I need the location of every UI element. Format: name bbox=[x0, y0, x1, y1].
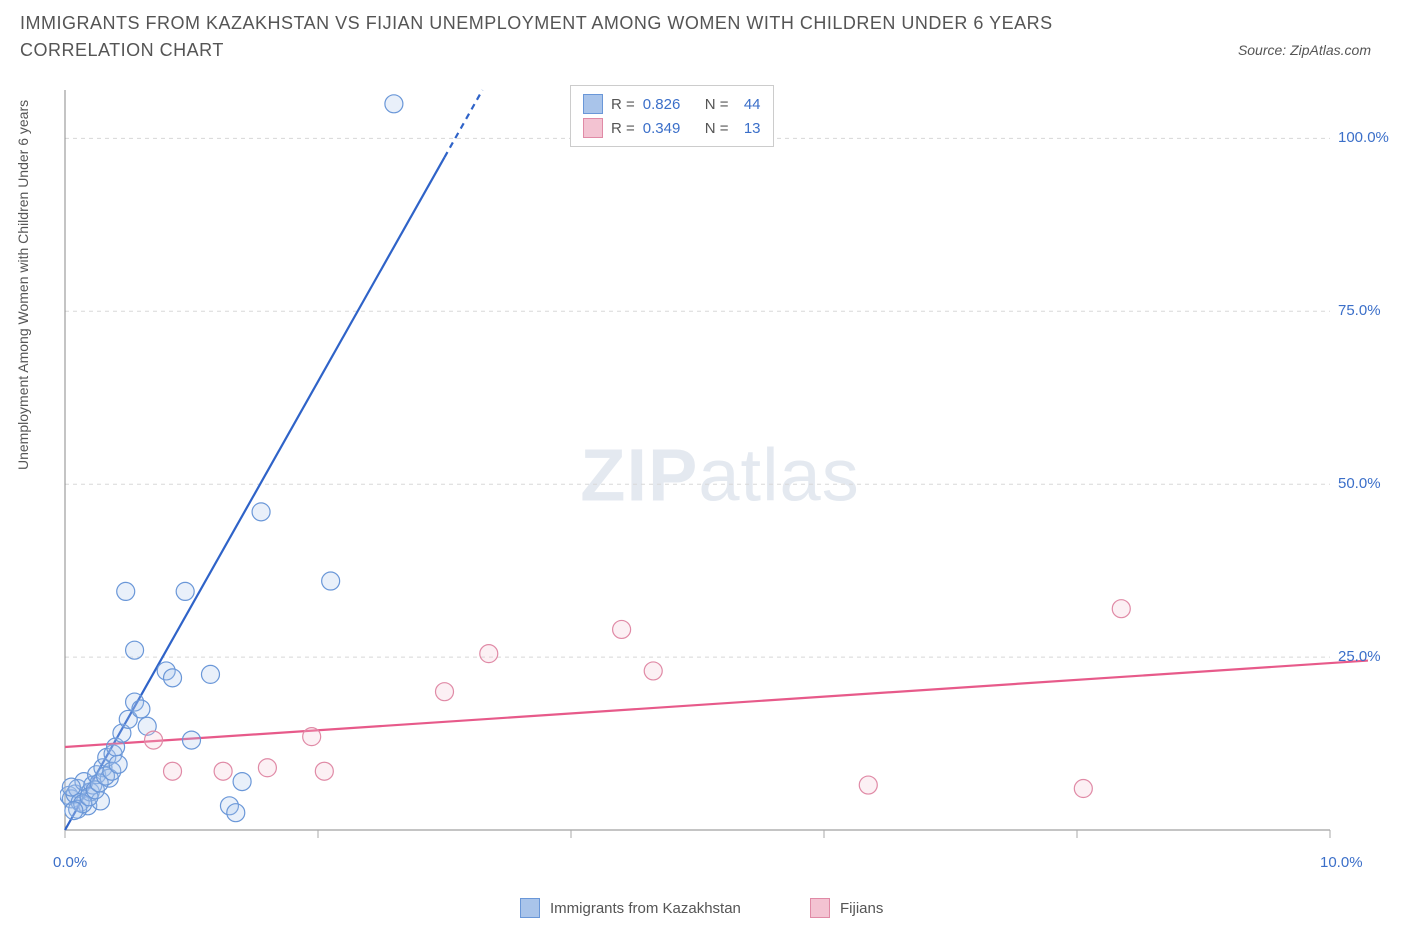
chart-title: IMMIGRANTS FROM KAZAKHSTAN VS FIJIAN UNE… bbox=[20, 10, 1120, 64]
y-tick-label: 25.0% bbox=[1338, 648, 1381, 665]
legend-swatch-icon bbox=[520, 898, 540, 918]
stats-row: R = 0.826 N = 44 bbox=[583, 92, 761, 116]
legend-label: Fijians bbox=[840, 900, 883, 917]
stats-r-label: R = bbox=[611, 96, 635, 113]
x-tick-label-right: 10.0% bbox=[1320, 854, 1363, 871]
x-tick-label-left: 0.0% bbox=[53, 854, 87, 871]
stats-r-label: R = bbox=[611, 120, 635, 137]
y-tick-label: 75.0% bbox=[1338, 302, 1381, 319]
legend-swatch-icon bbox=[583, 94, 603, 114]
stats-n-label: N = bbox=[705, 96, 729, 113]
stats-n-value: 44 bbox=[737, 96, 761, 113]
stats-r-value: 0.826 bbox=[643, 96, 691, 113]
stats-n-value: 13 bbox=[737, 120, 761, 137]
y-tick-label: 50.0% bbox=[1338, 475, 1381, 492]
scatter-plot-svg bbox=[60, 80, 1380, 870]
legend-label: Immigrants from Kazakhstan bbox=[550, 900, 741, 917]
y-axis-label: Unemployment Among Women with Children U… bbox=[15, 100, 31, 470]
bottom-legend-item: Fijians bbox=[810, 898, 883, 918]
plot-area: ZIPatlas bbox=[60, 80, 1380, 870]
legend-swatch-icon bbox=[810, 898, 830, 918]
stats-n-label: N = bbox=[705, 120, 729, 137]
source-label: Source: ZipAtlas.com bbox=[1238, 42, 1371, 58]
bottom-legend-item: Immigrants from Kazakhstan bbox=[520, 898, 741, 918]
stats-legend-box: R = 0.826 N = 44 R = 0.349 N = 13 bbox=[570, 85, 774, 147]
stats-r-value: 0.349 bbox=[643, 120, 691, 137]
legend-swatch-icon bbox=[583, 118, 603, 138]
y-tick-label: 100.0% bbox=[1338, 129, 1389, 146]
stats-row: R = 0.349 N = 13 bbox=[583, 116, 761, 140]
